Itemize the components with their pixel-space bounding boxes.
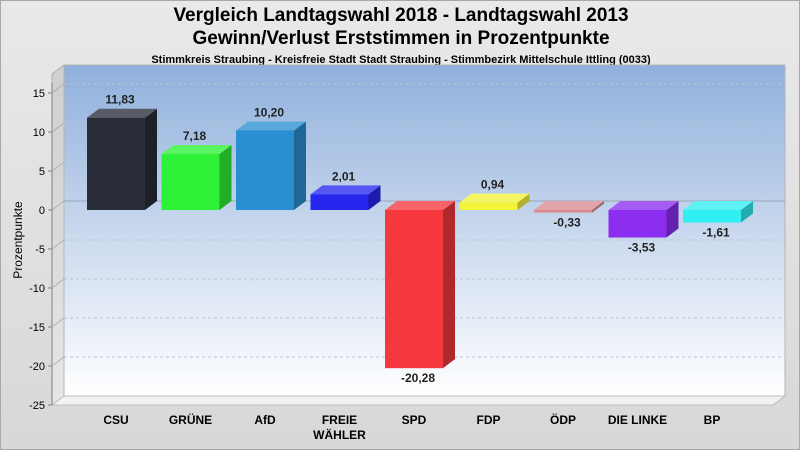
chart-caption: Stimmkreis Straubing - Kreisfreie Stadt … [151, 54, 651, 66]
bars [87, 108, 753, 369]
y-tick-label: -20 [29, 361, 45, 373]
bar-side [443, 201, 455, 369]
bar-top [683, 201, 753, 210]
bar-top [459, 193, 530, 203]
bar-front [459, 202, 518, 210]
bar [534, 201, 604, 213]
grid-line-side [51, 122, 65, 133]
category-label: CSU [103, 413, 128, 427]
grid-line-side [51, 83, 65, 94]
category-label: DIE LINKE [608, 413, 667, 427]
bar-side [741, 201, 753, 223]
y-tick-label: -5 [35, 244, 45, 256]
value-label: 10,20 [254, 105, 284, 119]
bar [161, 144, 232, 210]
category-label: BP [704, 413, 721, 427]
bar-top [534, 201, 604, 210]
bar [236, 121, 306, 210]
bar-front [310, 194, 369, 210]
bar-front [385, 210, 443, 369]
grid-line-side [51, 161, 65, 172]
value-label: -3,53 [628, 241, 656, 255]
bar-top [310, 185, 381, 195]
value-label: 2,01 [332, 169, 356, 183]
plot-side-wall [51, 64, 65, 406]
bar-top [608, 201, 679, 210]
y-tick-label: 0 [39, 205, 45, 217]
y-tick-label: -10 [29, 283, 45, 295]
value-label: 11,83 [105, 93, 135, 107]
bar-side [145, 108, 157, 210]
bar [87, 108, 157, 210]
category-label: FDP [477, 413, 501, 427]
bar [683, 201, 753, 223]
value-label: -1,61 [702, 226, 730, 240]
value-label: 0,94 [481, 178, 505, 192]
y-tick-label: 10 [33, 127, 45, 139]
grid-line-side [51, 239, 65, 250]
bar-top [161, 144, 232, 154]
value-label: -20,28 [401, 371, 435, 385]
bar [608, 201, 679, 238]
y-tick-label: -25 [29, 400, 45, 412]
plot-floor [50, 395, 787, 406]
value-labels: 11,83 7,18 10,20 2,01 -20,28 0,94 -0,33 -3,53 -1… [105, 93, 730, 385]
chart-subtitle: Gewinn/Verlust Erststimmen in Prozentpun… [192, 28, 610, 49]
bar [310, 185, 381, 210]
bar-side [368, 185, 381, 210]
bar-side [666, 201, 679, 238]
chart-title: Vergleich Landtagswahl 2018 - Landtagswa… [173, 5, 629, 26]
value-label: -0,33 [553, 216, 581, 230]
bar-front [534, 210, 592, 213]
y-tick-label: 5 [39, 166, 45, 178]
y-tick-label: -15 [29, 322, 45, 334]
y-tick-label: 15 [33, 88, 45, 100]
bar-top [236, 121, 306, 131]
category-label: GRÜNE [169, 412, 212, 427]
grid-line-side [51, 317, 65, 328]
category-label: SPD [402, 413, 427, 427]
grid-line-side [51, 278, 65, 289]
category-label: ÖDP [550, 412, 576, 427]
bar-side [517, 193, 530, 210]
category-label: FREIE [322, 413, 357, 427]
bar-front [161, 153, 220, 210]
bar [459, 193, 530, 210]
bar-side [592, 201, 604, 213]
bar-front [683, 210, 741, 223]
bar [385, 201, 455, 369]
bar-front [608, 210, 667, 238]
y-axis-label: Prozentpunkte [11, 201, 25, 279]
bar-top [87, 108, 157, 118]
bar-side [219, 144, 232, 210]
category-label: WÄHLER [313, 427, 366, 442]
bar-front [87, 117, 145, 210]
category-label: AfD [254, 413, 276, 427]
bar-side [294, 121, 306, 210]
grid-line-side [51, 200, 65, 211]
bar-front [236, 130, 294, 210]
grid-line-side [51, 356, 65, 367]
bar-top [385, 201, 455, 210]
value-label: 7,18 [183, 129, 207, 143]
